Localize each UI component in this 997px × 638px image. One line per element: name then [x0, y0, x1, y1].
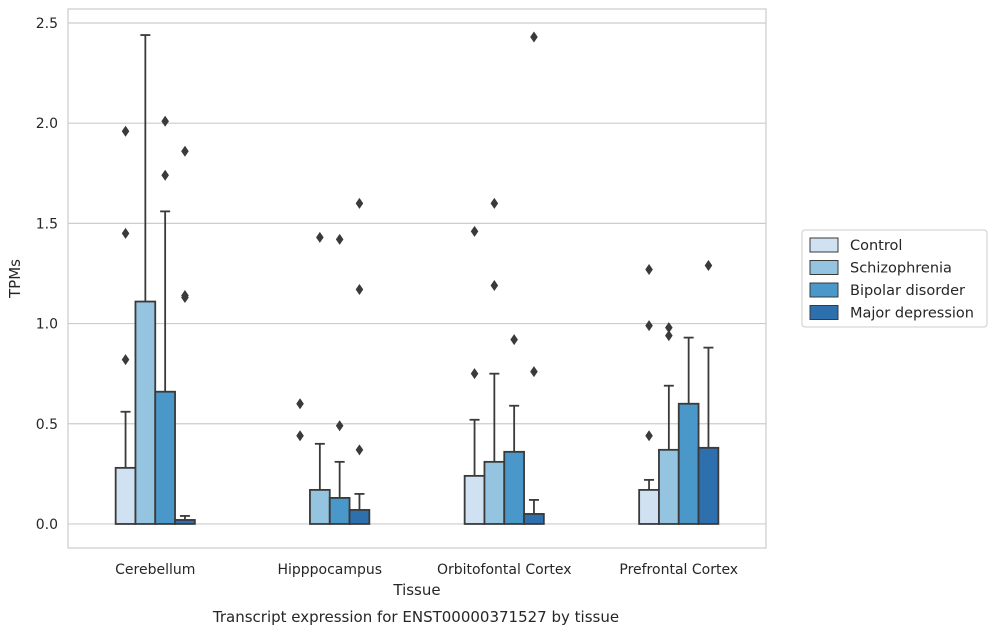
outlier-point	[470, 368, 479, 380]
outlier-point	[490, 197, 499, 209]
y-tick-label: 0.0	[36, 517, 58, 533]
legend-swatch	[809, 282, 839, 298]
outlier-point	[161, 169, 169, 181]
outlier-point	[355, 197, 364, 209]
outlier-point	[355, 444, 364, 456]
outlier-point	[335, 420, 344, 432]
bar	[174, 519, 196, 525]
outlier-point	[121, 227, 130, 239]
bar	[134, 300, 157, 525]
outlier-point	[121, 125, 130, 137]
whisker-layer	[120, 34, 714, 520]
outlier-point	[316, 231, 324, 243]
plot-frame	[67, 8, 767, 549]
x-tick-label: Prefrontal Cortex	[619, 562, 738, 578]
x-tick-label: Cerebellum	[115, 562, 195, 578]
outlier-point	[181, 290, 189, 302]
bar	[483, 460, 506, 525]
outlier-point	[355, 284, 364, 296]
chart-caption: Transcript expression for ENST0000037152…	[212, 608, 619, 626]
outlier-point	[704, 259, 713, 271]
outlier-point	[665, 330, 673, 342]
legend-label: Major depression	[850, 306, 974, 322]
bar	[154, 390, 176, 525]
bar	[638, 488, 660, 525]
legend-swatch	[809, 237, 839, 253]
outlier-point	[490, 280, 499, 292]
bar-layer	[114, 300, 720, 525]
bar	[658, 448, 680, 525]
bar	[348, 509, 371, 525]
bar	[463, 474, 486, 525]
outlier-point	[121, 354, 130, 366]
x-axis-label: Tissue	[392, 581, 440, 599]
outlier-point	[530, 366, 538, 378]
legend: Control Schizophrenia Bipolar disorder Majo…	[801, 229, 988, 328]
y-tick-label: 2.0	[36, 116, 58, 132]
outlier-point	[530, 31, 538, 43]
legend-label: Bipolar disorder	[850, 283, 965, 299]
y-axis-label: TPMs	[6, 259, 24, 299]
bar	[503, 450, 525, 525]
outlier-point	[645, 320, 653, 332]
outlier-point	[665, 322, 673, 334]
y-tick-labels: 0.0 0.5 1.0 1.5 2.0 2.5	[36, 16, 58, 533]
y-tick-label: 2.5	[36, 16, 58, 32]
outlier-point	[161, 115, 169, 127]
y-tick-label: 1.5	[36, 216, 58, 232]
x-tick-label: Hipppocampus	[277, 562, 382, 578]
legend-swatch	[809, 260, 839, 275]
outlier-point	[296, 430, 304, 442]
bar	[328, 497, 351, 525]
x-tick-labels: Cerebellum Hipppocampus Orbitofontal Corte…	[115, 562, 738, 578]
legend-label: Schizophrenia	[850, 261, 952, 277]
legend-label: Control	[850, 238, 902, 254]
legend-box	[801, 229, 988, 328]
bar	[523, 513, 545, 525]
bar	[114, 466, 137, 525]
outlier-point	[296, 398, 304, 410]
bar	[309, 488, 331, 525]
outlier-point	[645, 263, 653, 275]
outlier-point	[181, 145, 189, 157]
outlier-point	[645, 430, 653, 442]
outlier-point	[470, 225, 479, 237]
outlier-point	[510, 334, 518, 346]
outlier-layer	[121, 31, 713, 456]
x-tick-label: Orbitofontal Cortex	[437, 562, 572, 578]
legend-swatch	[809, 305, 839, 320]
y-tick-label: 0.5	[36, 417, 58, 433]
y-tick-label: 1.0	[36, 317, 58, 333]
bar	[697, 446, 720, 525]
bar	[677, 402, 700, 525]
outlier-point	[335, 233, 344, 245]
